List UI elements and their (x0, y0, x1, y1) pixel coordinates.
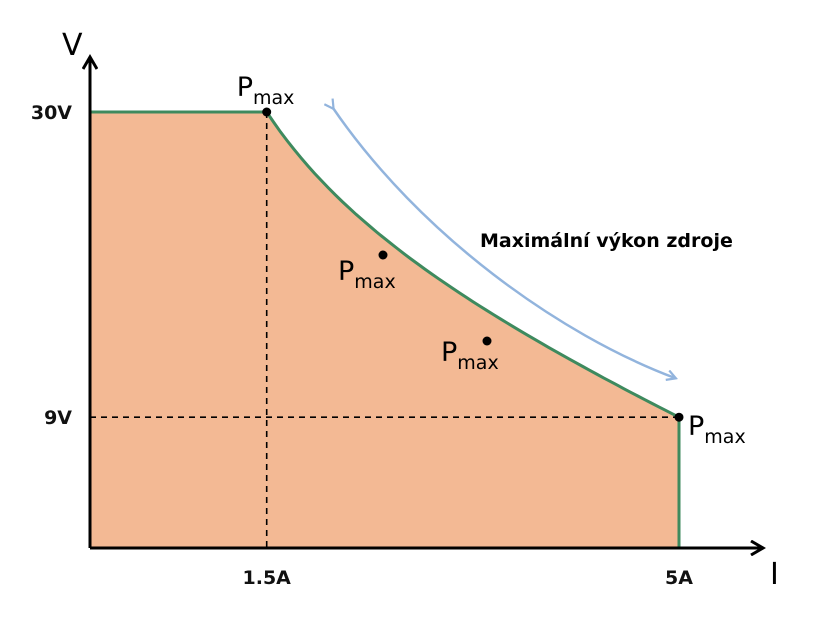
pmax-label-main: P (237, 72, 253, 103)
annotation-label: Maximální výkon zdroje (480, 230, 733, 252)
pmax-point (378, 250, 388, 260)
pmax-point (262, 107, 272, 117)
pmax-label-main: P (338, 256, 354, 287)
y-tick-label: 9V (44, 407, 72, 429)
tick-labels: 1.5A 5A 30V 9V (31, 102, 693, 589)
x-tick-label: 5A (665, 567, 693, 589)
pmax-label-main: P (688, 411, 704, 442)
power-area-fill (90, 112, 679, 548)
pmax-label-sub: max (704, 426, 745, 448)
y-axis-title: V (62, 28, 83, 63)
pmax-point (674, 412, 684, 422)
x-tick-label: 1.5A (243, 567, 292, 589)
y-tick-label: 30V (31, 102, 72, 124)
pmax-label: Pmax (441, 337, 499, 374)
pmax-label-sub: max (457, 352, 498, 374)
annotation-arrow (333, 108, 675, 378)
pmax-label: Pmax (338, 256, 396, 293)
pmax-label-main: P (441, 337, 457, 368)
pmax-label-sub: max (354, 271, 395, 293)
pmax-label: Pmax (688, 411, 746, 448)
pmax-label: Pmax (237, 72, 295, 109)
pmax-label-sub: max (253, 87, 294, 109)
x-axis-title: I (770, 557, 779, 592)
pmax-point (482, 336, 492, 346)
